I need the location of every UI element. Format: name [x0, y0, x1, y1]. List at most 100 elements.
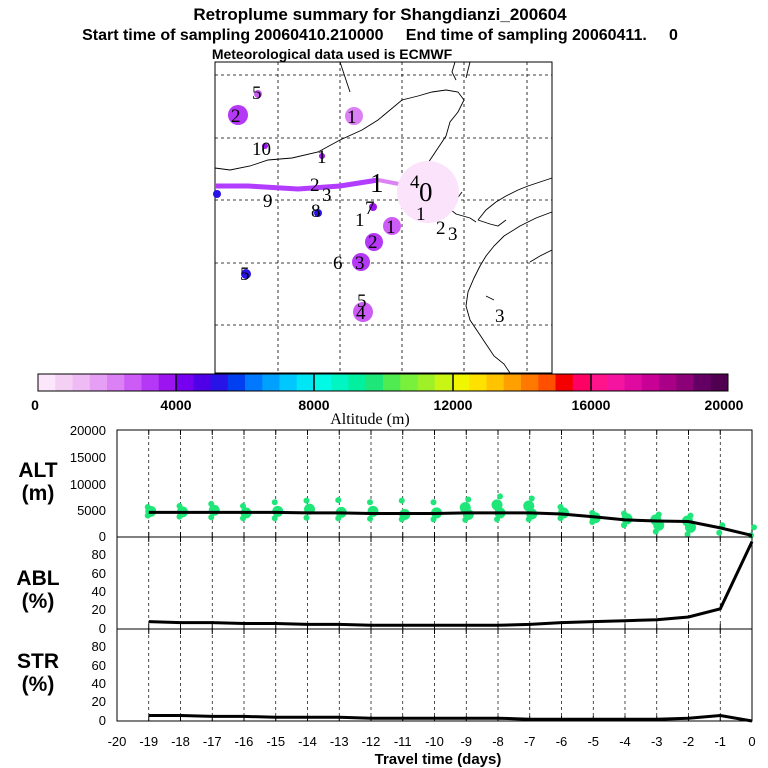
x-tick-label: -19 — [139, 734, 158, 749]
altitude-particle-point — [687, 512, 694, 519]
x-tick-label: -6 — [556, 734, 568, 749]
x-tick-label: -5 — [587, 734, 599, 749]
altitude-particle-point — [621, 510, 627, 517]
x-axis-label: Travel time (days) — [375, 751, 502, 768]
altitude-particle-point — [303, 514, 310, 521]
plume-cluster — [319, 153, 325, 159]
altitude-particle-point — [528, 495, 535, 502]
figure-title: Retroplume summary for Shangdianzi_20060… — [193, 5, 567, 24]
str-axis-unit: (%) — [22, 673, 55, 696]
colorbar-swatch — [469, 374, 487, 391]
colorbar-swatch — [176, 374, 194, 391]
colorbar-swatch — [693, 374, 712, 391]
colorbar-swatch — [538, 374, 556, 391]
colorbar-swatch — [124, 374, 142, 391]
x-tick-label: 0 — [748, 734, 755, 749]
altitude-particle-point — [271, 499, 278, 506]
plume-centroid-track — [215, 177, 379, 192]
cluster-label: 7 — [365, 198, 375, 219]
alt-scatter — [144, 493, 757, 539]
map-frame — [214, 61, 553, 374]
altitude-particle-point — [716, 529, 723, 536]
altitude-particle-point — [367, 505, 379, 517]
colorbar-swatch — [314, 374, 332, 391]
altitude-particle-point — [303, 497, 310, 504]
y-tick-label: 60 — [92, 658, 106, 673]
altitude-particle-point — [684, 531, 691, 538]
cluster-label: 1 — [386, 217, 396, 238]
altitude-particle-point — [491, 499, 503, 511]
abl-y-ticks: 80 60 40 20 0 — [92, 547, 106, 636]
colorbar-label: Altitude (m) — [330, 411, 410, 428]
colorbar-swatch — [89, 374, 108, 391]
y-tick-label: 20 — [92, 694, 106, 709]
altitude-colorbar — [38, 374, 729, 391]
cluster-label: 5 — [357, 291, 367, 312]
cluster-label: 4 — [356, 303, 366, 324]
altitude-particle-point — [465, 496, 472, 503]
altitude-particle-point — [523, 500, 535, 512]
colorbar-tick-label: 16000 — [572, 397, 611, 413]
colorbar-swatch — [296, 374, 315, 391]
alt-series-line — [148, 510, 753, 537]
altitude-particle-point — [655, 511, 662, 518]
x-tick-label: -1 — [714, 734, 726, 749]
colorbar-tick-label: 8000 — [298, 397, 329, 413]
colorbar-swatch — [365, 374, 384, 391]
y-tick-label: 10000 — [70, 477, 106, 492]
cluster-label: 1 — [317, 147, 327, 168]
x-tick-label: -9 — [460, 734, 472, 749]
alt-axis-unit: (m) — [22, 482, 55, 505]
x-tick-label: -3 — [651, 734, 663, 749]
colorbar-swatch — [452, 374, 470, 391]
colorbar-tick-label: 0 — [31, 397, 39, 413]
colorbar-swatch — [227, 374, 246, 391]
cluster-label: 5 — [240, 264, 250, 285]
abl-panel: 80 60 40 20 0 ABL (%) — [16, 536, 754, 636]
str-panel: 80 60 40 20 0 STR (%) — [17, 628, 753, 728]
x-tick-label: -8 — [492, 734, 504, 749]
map-panel: 5 2 1 10 1 2 3 1 4 0 9 8 1 7 1 1 2 3 2 6… — [213, 61, 553, 374]
plume-cluster — [213, 190, 221, 198]
y-tick-label: 0 — [99, 621, 106, 636]
y-tick-label: 40 — [92, 676, 106, 691]
colorbar-swatch — [193, 374, 211, 391]
sampling-times: Start time of sampling 20060410.210000 E… — [82, 27, 678, 44]
cluster-label: 10 — [252, 139, 271, 160]
abl-series-line — [148, 540, 754, 627]
cluster-label: 0 — [419, 177, 433, 207]
colorbar-swatch — [348, 374, 367, 391]
colorbar-swatch — [607, 374, 625, 391]
plume-cluster — [369, 203, 377, 211]
colorbar-swatch — [383, 374, 401, 391]
y-tick-label: 60 — [92, 566, 106, 581]
colorbar-tick-label: 12000 — [434, 397, 473, 413]
altitude-particle-point — [367, 515, 373, 522]
colorbar-ticks: 0 4000 8000 12000 16000 20000 — [31, 397, 744, 413]
colorbar-swatch — [38, 374, 56, 391]
plume-cluster — [345, 107, 363, 125]
colorbar-swatch — [659, 374, 677, 391]
cluster-label: 4 — [410, 172, 420, 193]
abl-axis-unit: (%) — [22, 590, 55, 613]
colorbar-swatch — [210, 374, 229, 391]
colorbar-swatch — [572, 374, 591, 391]
x-tick-label: -18 — [171, 734, 190, 749]
altitude-particle-point — [208, 500, 215, 507]
altitude-particle-point — [176, 502, 183, 509]
cluster-labels: 5 2 1 10 1 2 3 1 4 0 9 8 1 7 1 1 2 3 2 6… — [231, 83, 505, 327]
cluster-label: 1 — [416, 204, 426, 225]
colorbar-swatch — [400, 374, 418, 391]
altitude-particle-point — [367, 499, 373, 506]
colorbar-swatch — [107, 374, 125, 391]
alt-y-ticks: 20000 15000 10000 5000 0 — [70, 423, 106, 544]
cluster-label: 8 — [311, 201, 321, 222]
alt-axis-label: ALT — [18, 459, 57, 482]
colorbar-swatch — [555, 374, 574, 391]
y-tick-label: 20000 — [70, 423, 106, 438]
abl-grid — [116, 537, 753, 629]
altitude-particle-point — [398, 497, 405, 504]
str-series-line — [148, 713, 753, 723]
colorbar-swatch — [55, 374, 73, 391]
plume-cluster — [383, 217, 401, 235]
